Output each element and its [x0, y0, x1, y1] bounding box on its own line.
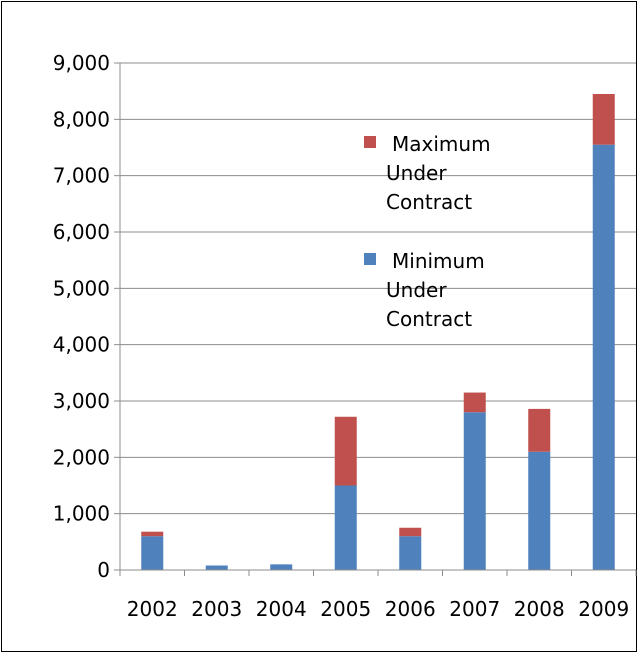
legend-swatch: [364, 253, 376, 265]
bar-minimum-under-contract: [205, 565, 228, 570]
y-tick-label: 8,000: [53, 107, 110, 131]
y-tick-label: 6,000: [53, 220, 110, 244]
bar-minimum-under-contract: [270, 564, 293, 570]
y-tick-label: 5,000: [53, 276, 110, 300]
bar-maximum-under-contract: [141, 531, 164, 537]
bar-minimum-under-contract: [592, 144, 615, 570]
x-tick-label: 2004: [256, 597, 307, 621]
bar-minimum-under-contract: [141, 536, 164, 570]
x-tick-label: 2006: [385, 597, 436, 621]
x-tick-label: 2002: [127, 597, 178, 621]
x-tick-label: 2003: [191, 597, 242, 621]
x-tick-label: 2008: [514, 597, 565, 621]
axes: 0 1,000 2,000 3,000 4,000 5,000 6,000 7,000 8,00…: [53, 51, 637, 621]
y-tick-label: 9,000: [53, 51, 110, 75]
x-tick-label: 2007: [449, 597, 500, 621]
y-tick-label: 2,000: [53, 445, 110, 469]
bar-minimum-under-contract: [528, 451, 551, 570]
bar-minimum-under-contract: [334, 485, 357, 570]
bar-maximum-under-contract: [463, 392, 486, 413]
bar-maximum-under-contract: [528, 408, 551, 452]
legend-label: Contract: [386, 307, 472, 331]
bar-maximum-under-contract: [399, 527, 422, 537]
bar-minimum-under-contract: [463, 412, 486, 570]
y-tick-label: 1,000: [53, 502, 110, 526]
legend-label: Contract: [386, 190, 472, 214]
bars: [141, 93, 615, 570]
legend-label: Minimum: [392, 249, 485, 273]
legend: Maximum Under Contract Minimum Under Contract: [364, 132, 491, 331]
legend-label: Under: [386, 278, 447, 302]
x-tick-label: 2005: [320, 597, 371, 621]
y-tick-label: 4,000: [53, 333, 110, 357]
y-tick-label: 0: [97, 558, 110, 582]
bar-minimum-under-contract: [399, 536, 422, 570]
legend-label: Maximum: [392, 132, 491, 156]
bar-maximum-under-contract: [592, 93, 615, 145]
x-tick-label: 2009: [578, 597, 629, 621]
legend-label: Under: [386, 161, 447, 185]
legend-swatch: [364, 136, 376, 148]
y-tick-label: 7,000: [53, 164, 110, 188]
bar-maximum-under-contract: [334, 416, 357, 486]
y-tick-label: 3,000: [53, 389, 110, 413]
grid-lines: [120, 62, 636, 515]
